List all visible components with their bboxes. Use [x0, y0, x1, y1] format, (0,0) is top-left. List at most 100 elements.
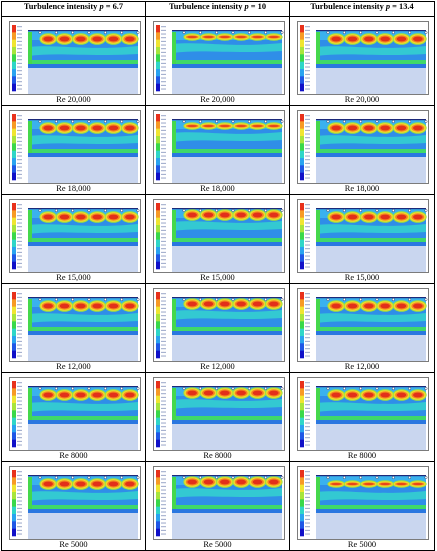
flow-domain [172, 386, 284, 424]
figure-cell: Re 12,000 [145, 283, 290, 373]
colorbar [12, 292, 22, 359]
contour-image [9, 21, 141, 95]
colorbar [12, 470, 22, 537]
reynolds-caption: Re 20,000 [344, 95, 380, 104]
contour-plot [12, 381, 140, 450]
figure-row: Re 5000 Re 5000 Re 5000 [1, 461, 435, 551]
contour-plot [156, 25, 284, 94]
reynolds-caption: Re 20,000 [200, 95, 235, 104]
figure-row: Re 8000 Re 8000 Re 8000 [1, 372, 435, 462]
flow-domain [172, 119, 284, 157]
contour-image [9, 466, 141, 540]
figure-cell: Re 15,000 [145, 194, 290, 284]
reynolds-caption: Re 5000 [203, 540, 232, 549]
flow-domain [28, 30, 140, 68]
figure-cell: Re 8000 [145, 372, 290, 462]
figure-row: Re 12,000 Re 12,000 Re 12,000 [1, 283, 435, 373]
figure-cell: Re 20,000 [145, 16, 290, 106]
reynolds-caption: Re 20,000 [56, 95, 91, 104]
reynolds-caption: Re 15,000 [56, 273, 91, 282]
flow-domain [316, 30, 428, 68]
figure-cell: Re 5000 [1, 461, 146, 551]
column-header-p-6-7: Turbulence intensity p = 6.7 [1, 1, 146, 17]
contour-plot [300, 381, 428, 450]
figure-cell: Re 20,000 [289, 16, 435, 106]
reynolds-caption: Re 12,000 [56, 362, 91, 371]
contour-image [297, 377, 429, 451]
flow-domain [316, 297, 428, 335]
colorbar [156, 114, 166, 181]
contour-image [153, 288, 285, 362]
colorbar [12, 203, 22, 270]
figure-row: Re 18,000 Re 18,000 Re 18,000 [1, 105, 435, 195]
contour-image [153, 21, 285, 95]
contour-plot [300, 203, 428, 272]
reynolds-caption: Re 18,000 [344, 184, 380, 193]
contour-plot [12, 203, 140, 272]
contour-plot [156, 292, 284, 361]
header-row: Turbulence intensity p = 6.7 Turbulence … [1, 1, 435, 17]
flow-domain [316, 475, 428, 513]
flow-domain [316, 386, 428, 424]
colorbar [156, 381, 166, 448]
contour-image [153, 199, 285, 273]
contour-image [153, 466, 285, 540]
flow-domain [316, 119, 428, 157]
flow-domain [28, 386, 140, 424]
flow-domain [28, 208, 140, 246]
figure-cell: Re 18,000 [145, 105, 290, 195]
figure-cell: Re 12,000 [289, 283, 435, 373]
contour-plot [156, 203, 284, 272]
contour-image [9, 288, 141, 362]
figure-cell: Re 20,000 [1, 16, 146, 106]
figure-row: Re 20,000 Re 20,000 Re 20,000 [1, 16, 435, 106]
flow-domain [28, 297, 140, 335]
figure-cell: Re 15,000 [289, 194, 435, 284]
colorbar [300, 114, 310, 181]
contour-image [297, 466, 429, 540]
figure-row: Re 15,000 Re 15,000 Re 15,000 [1, 194, 435, 284]
colorbar [300, 25, 310, 92]
colorbar [12, 381, 22, 448]
contour-image [297, 288, 429, 362]
contour-image [297, 110, 429, 184]
flow-domain [172, 208, 284, 246]
contour-image [153, 377, 285, 451]
figure-cell: Re 15,000 [1, 194, 146, 284]
flow-domain [316, 208, 428, 246]
contour-image [297, 21, 429, 95]
contour-image [9, 199, 141, 273]
column-header-p-10: Turbulence intensity p = 10 [145, 1, 290, 17]
figure-cell: Re 12,000 [1, 283, 146, 373]
reynolds-caption: Re 5000 [347, 540, 377, 549]
contour-plot [156, 114, 284, 183]
flow-domain [172, 475, 284, 513]
figure-cell: Re 8000 [289, 372, 435, 462]
flow-domain [172, 30, 284, 68]
reynolds-caption: Re 18,000 [56, 184, 91, 193]
column-header-p-13-4: Turbulence intensity p = 13.4 [289, 1, 435, 17]
figure-cell: Re 8000 [1, 372, 146, 462]
colorbar [12, 114, 22, 181]
contour-plot [12, 470, 140, 539]
colorbar [300, 381, 310, 448]
flow-domain [28, 119, 140, 157]
contour-image [153, 110, 285, 184]
figure-cell: Re 18,000 [289, 105, 435, 195]
figure-cell: Re 5000 [289, 461, 435, 551]
reynolds-caption: Re 18,000 [200, 184, 235, 193]
contour-image [297, 199, 429, 273]
figure-cell: Re 5000 [145, 461, 290, 551]
reynolds-caption: Re 8000 [59, 451, 88, 460]
reynolds-caption: Re 15,000 [344, 273, 380, 282]
colorbar [300, 292, 310, 359]
contour-plot [300, 25, 428, 94]
contour-plot [300, 114, 428, 183]
contour-plot [12, 292, 140, 361]
colorbar [156, 203, 166, 270]
contour-plot [300, 470, 428, 539]
contour-plot [12, 25, 140, 94]
figure-cell: Re 18,000 [1, 105, 146, 195]
colorbar [12, 25, 22, 92]
